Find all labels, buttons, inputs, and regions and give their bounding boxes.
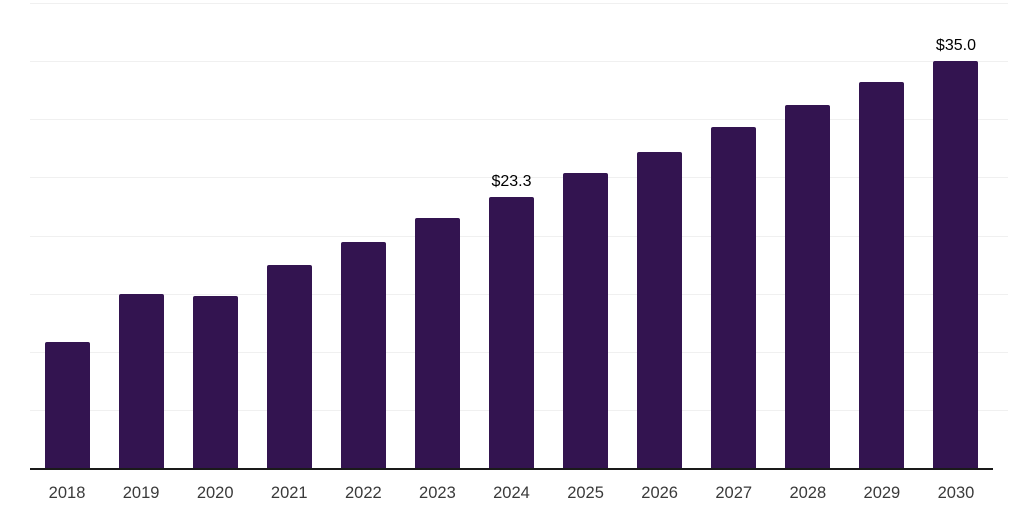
x-tick-label-2030: 2030 [937,484,975,502]
x-tick-label-2025: 2025 [567,484,604,502]
bar-2020 [192,295,238,468]
bar-2026 [637,151,683,468]
bar-2023 [414,218,460,468]
x-tick-label-2027: 2027 [715,484,753,502]
x-tick-label-2018: 2018 [48,484,86,502]
x-tick-label-2024: 2024 [493,484,530,502]
bar-2028 [785,105,831,468]
gridline [30,3,1008,4]
gridline [30,177,1008,179]
x-tick-label-2020: 2020 [196,484,234,502]
bar-value-label-2030: $35.0 [935,37,976,55]
bar-value-label-2024: $23.3 [491,173,532,191]
bar-2019 [118,293,164,468]
bar-2029 [859,82,905,468]
bar-2025 [563,172,609,468]
bar-2021 [266,264,312,468]
x-tick-label-2019: 2019 [122,484,160,502]
bar-2024 [489,197,534,468]
x-tick-label-2028: 2028 [789,484,827,502]
x-tick-label-2021: 2021 [270,484,308,502]
gridline [30,61,1008,63]
bar-2018 [44,342,90,468]
bar-2030 [933,61,979,468]
bar-2027 [711,127,757,468]
bar-2022 [340,242,386,468]
x-axis-line [30,468,993,470]
gridline [30,119,1008,121]
x-tick-label-2022: 2022 [344,484,382,502]
x-tick-label-2026: 2026 [641,484,678,502]
x-tick-label-2029: 2029 [863,484,901,502]
x-tick-label-2023: 2023 [419,484,456,502]
